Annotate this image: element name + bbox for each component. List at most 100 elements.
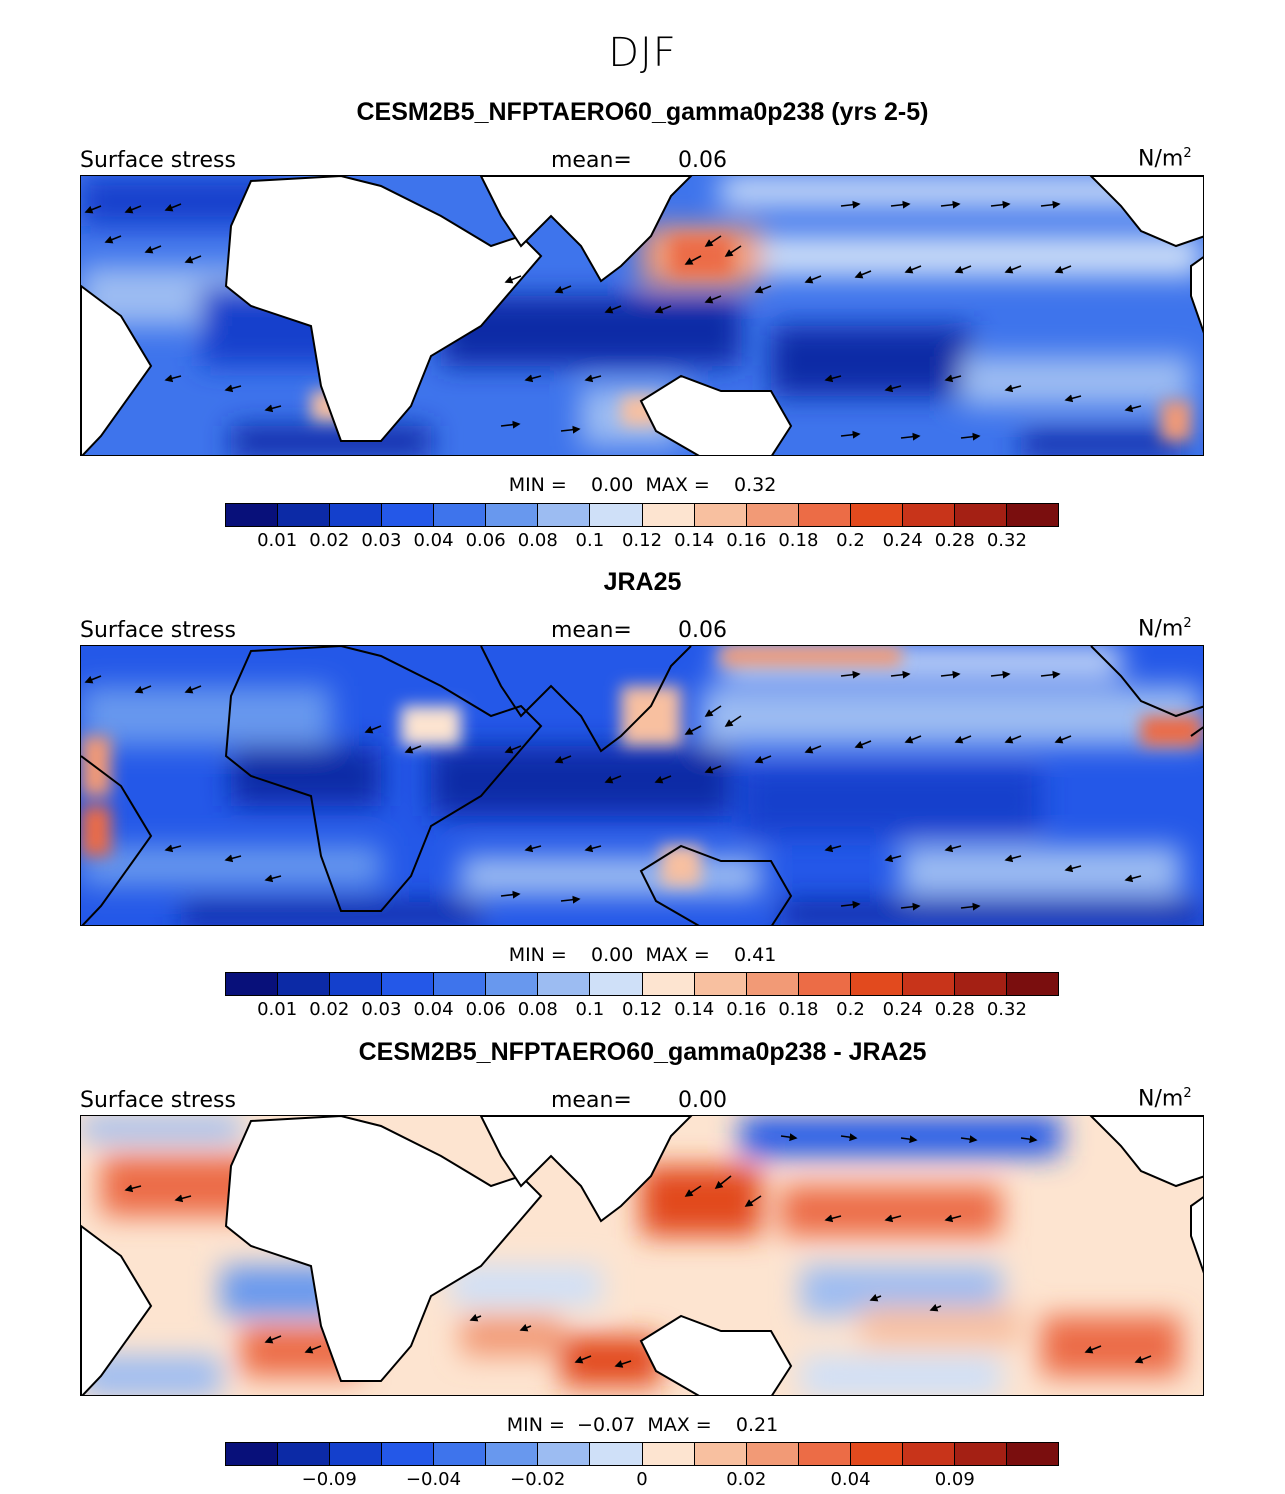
- colorbar-tick-label: 0.04: [830, 1469, 871, 1490]
- panel-1-colorbar-ticks: 0.01 0.02 0.03 0.04 0.06 0.08 0.1 0.12 0.14 0.16 0…: [225, 530, 1059, 554]
- colorbar-swatch: [278, 504, 331, 526]
- colorbar-tick-label: 0.04: [413, 999, 454, 1020]
- colorbar-swatch: [954, 973, 1007, 995]
- panel-3-mean-value: 0.00: [678, 1088, 727, 1113]
- colorbar-swatch: [694, 1443, 747, 1465]
- colorbar-tick-label: 0.06: [465, 999, 506, 1020]
- colorbar-swatch: [278, 973, 331, 995]
- panel-3-mean-label: mean=: [551, 1088, 632, 1113]
- colorbar-swatch: [590, 973, 643, 995]
- panel-2-title: JRA25: [603, 568, 682, 596]
- colorbar-tick-label: 0.28: [934, 999, 975, 1020]
- panel-2-colorbar-ticks: 0.01 0.02 0.03 0.04 0.06 0.08 0.1 0.12 0.14 0.16 0…: [225, 999, 1059, 1023]
- colorbar-swatch: [486, 504, 539, 526]
- panel-2-vectors: [84, 670, 1142, 911]
- colorbar-swatch: [434, 504, 487, 526]
- panel-1-colorbar: [225, 503, 1059, 527]
- colorbar-tick-label: 0.12: [621, 530, 663, 551]
- colorbar-swatch: [434, 1443, 487, 1465]
- colorbar-tick-label: 0.09: [934, 1469, 975, 1490]
- panel-3-units: N/m2: [1138, 1086, 1192, 1112]
- colorbar-swatch: [434, 973, 487, 995]
- panel-1-map: [80, 175, 1204, 456]
- colorbar-tick-label: 0.18: [778, 530, 819, 551]
- panel-1-minmax: MIN = 0.00 MAX = 0.32: [508, 474, 777, 496]
- colorbar-tick-label: 0.12: [621, 999, 663, 1020]
- colorbar-tick-label: 0.02: [309, 530, 350, 551]
- colorbar-swatch: [798, 504, 851, 526]
- colorbar-swatch: [1006, 973, 1058, 995]
- colorbar-tick-label: 0.02: [726, 1469, 767, 1490]
- colorbar-tick-label: 0.1: [575, 999, 605, 1020]
- colorbar-tick-label: 0.03: [361, 530, 402, 551]
- colorbar-tick-label: 0.01: [257, 999, 298, 1020]
- colorbar-swatch: [694, 973, 747, 995]
- panel-1-mean-value: 0.06: [678, 148, 727, 173]
- colorbar-tick-label: 0.06: [465, 530, 506, 551]
- colorbar-swatch: [226, 1443, 279, 1465]
- colorbar-swatch: [538, 1443, 591, 1465]
- colorbar-swatch: [850, 973, 903, 995]
- colorbar-swatch: [850, 504, 903, 526]
- colorbar-tick-label: 0: [636, 1469, 648, 1490]
- colorbar-swatch: [538, 973, 591, 995]
- colorbar-swatch: [278, 1443, 331, 1465]
- panel-2-colorbar: [225, 972, 1059, 996]
- colorbar-tick-label: 0.04: [413, 530, 454, 551]
- panel-2-map-canvas: [81, 646, 1203, 925]
- colorbar-swatch: [642, 1443, 695, 1465]
- colorbar-tick-label: 0.01: [257, 530, 298, 551]
- colorbar-tick-label: 0.32: [986, 530, 1027, 551]
- colorbar-swatch: [642, 504, 695, 526]
- panel-2-mean-value: 0.06: [678, 618, 727, 643]
- colorbar-tick-label: 0.32: [986, 999, 1027, 1020]
- colorbar-swatch: [746, 1443, 799, 1465]
- colorbar-tick-label: 0.03: [361, 999, 402, 1020]
- colorbar-tick-label: −0.02: [510, 1469, 566, 1490]
- colorbar-tick-label: 0.24: [882, 530, 923, 551]
- colorbar-swatch: [382, 973, 435, 995]
- colorbar-swatch: [226, 504, 279, 526]
- colorbar-swatch: [902, 504, 955, 526]
- colorbar-tick-label: 0.28: [934, 530, 975, 551]
- colorbar-swatch: [694, 504, 747, 526]
- colorbar-swatch: [226, 973, 279, 995]
- colorbar-swatch: [538, 504, 591, 526]
- colorbar-swatch: [746, 504, 799, 526]
- colorbar-swatch: [590, 504, 643, 526]
- panel-3-map-canvas: [81, 1116, 1203, 1395]
- colorbar-tick-label: 0.2: [836, 999, 865, 1020]
- panel-1-title: CESM2B5_NFPTAERO60_gamma0p238 (yrs 2-5): [356, 98, 929, 126]
- panel-2-coastlines: [81, 646, 1203, 925]
- colorbar-tick-label: 0.08: [517, 530, 558, 551]
- panel-3-variable-label: Surface stress: [80, 1088, 236, 1113]
- colorbar-swatch: [850, 1443, 903, 1465]
- panel-3-land: [81, 1116, 1203, 1395]
- colorbar-tick-label: 0.2: [836, 530, 865, 551]
- panel-2-mean-label: mean=: [551, 618, 632, 643]
- colorbar-tick-label: 0.18: [778, 999, 819, 1020]
- colorbar-tick-label: 0.08: [517, 999, 558, 1020]
- colorbar-tick-label: 0.24: [882, 999, 923, 1020]
- panel-1-vectors: [84, 200, 1142, 441]
- colorbar-swatch: [798, 973, 851, 995]
- panel-2-minmax: MIN = 0.00 MAX = 0.41: [508, 944, 777, 966]
- colorbar-swatch: [902, 973, 955, 995]
- panel-3-colorbar: [225, 1442, 1059, 1466]
- panel-1-variable-label: Surface stress: [80, 148, 236, 173]
- colorbar-tick-label: 0.02: [309, 999, 350, 1020]
- panel-2-map: [80, 645, 1204, 926]
- colorbar-swatch: [954, 1443, 1007, 1465]
- colorbar-swatch: [954, 504, 1007, 526]
- colorbar-swatch: [330, 1443, 383, 1465]
- panel-3-minmax: MIN = −0.07 MAX = 0.21: [506, 1414, 779, 1436]
- colorbar-swatch: [486, 973, 539, 995]
- colorbar-tick-label: 0.16: [726, 999, 767, 1020]
- panel-2-shading: [81, 646, 1201, 925]
- colorbar-swatch: [330, 973, 383, 995]
- colorbar-swatch: [486, 1443, 539, 1465]
- colorbar-tick-label: 0.1: [575, 530, 605, 551]
- panel-1-map-canvas: [81, 176, 1203, 455]
- colorbar-tick-label: 0.14: [674, 999, 715, 1020]
- colorbar-tick-label: −0.09: [301, 1469, 357, 1490]
